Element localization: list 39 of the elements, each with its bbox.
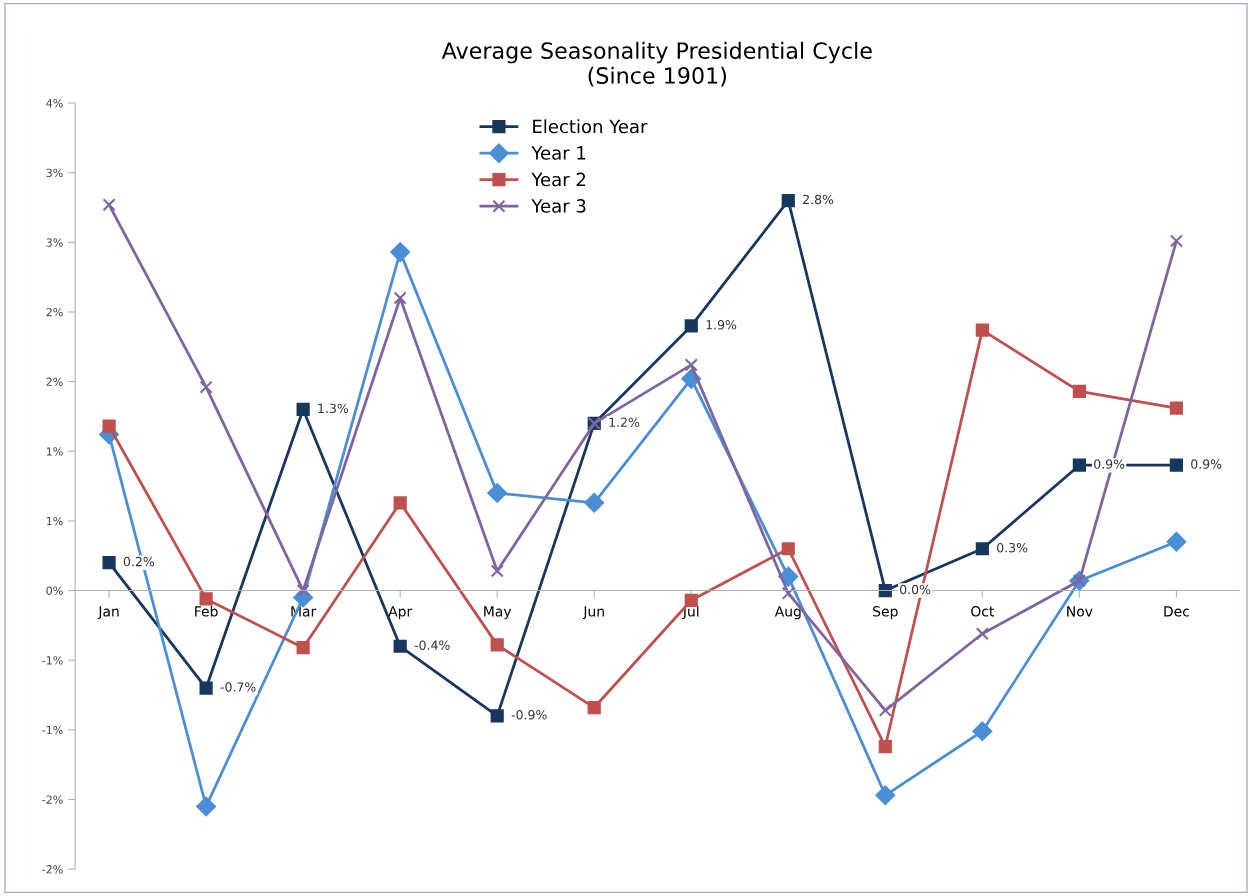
x-tick-label: Apr bbox=[388, 606, 413, 620]
data-label: 2.8% bbox=[803, 194, 834, 205]
y-tick-label: 0% bbox=[46, 586, 63, 595]
x-tick-label: Aug bbox=[774, 606, 801, 620]
y-tick-label: 3% bbox=[46, 238, 63, 247]
x-tick-label: Oct bbox=[971, 606, 995, 617]
data-label: 0.0% bbox=[900, 584, 931, 595]
data-label: 0.9% bbox=[1094, 459, 1125, 469]
x-tick-label: May bbox=[484, 606, 512, 620]
legend-label: Year 1 bbox=[531, 146, 586, 160]
data-label: 0.3% bbox=[997, 542, 1028, 553]
y-tick-label: 2% bbox=[46, 377, 63, 386]
x-tick-label: Feb bbox=[195, 605, 218, 617]
data-label: 0.9% bbox=[1191, 459, 1222, 469]
y-tick-label: 1% bbox=[46, 447, 63, 456]
x-tick-label: Nov bbox=[1067, 606, 1093, 617]
y-tick-label: -1% bbox=[42, 725, 63, 735]
legend-label: Year 2 bbox=[531, 172, 586, 187]
y-tick-label: -2% bbox=[42, 795, 63, 804]
data-label: 1.9% bbox=[706, 320, 737, 330]
x-tick-label: Dec bbox=[1164, 606, 1189, 617]
x-tick-label: Sep bbox=[873, 606, 898, 620]
chart-title: Average Seasonality Presidential Cycle (Since 1901) bbox=[441, 41, 872, 87]
x-tick-label: Jan bbox=[97, 606, 119, 620]
data-label: -0.9% bbox=[511, 710, 547, 720]
y-tick-label: 2% bbox=[46, 307, 63, 317]
data-label: -0.7% bbox=[220, 682, 256, 692]
data-label: 0.2% bbox=[123, 556, 155, 567]
legend-label: Year 3 bbox=[531, 199, 586, 213]
legend-label: Election Year bbox=[533, 119, 648, 134]
data-label: 1.3% bbox=[318, 403, 349, 414]
x-tick-label: Jun bbox=[582, 606, 604, 620]
y-tick-label: 4% bbox=[46, 99, 63, 108]
y-tick-label: 1% bbox=[46, 516, 63, 526]
data-label: 1.2% bbox=[609, 417, 640, 428]
y-tick-label: -1% bbox=[42, 656, 63, 665]
data-label: -0.4% bbox=[414, 640, 450, 650]
y-tick-label: -2% bbox=[42, 865, 63, 874]
y-tick-label: 3% bbox=[46, 168, 63, 178]
